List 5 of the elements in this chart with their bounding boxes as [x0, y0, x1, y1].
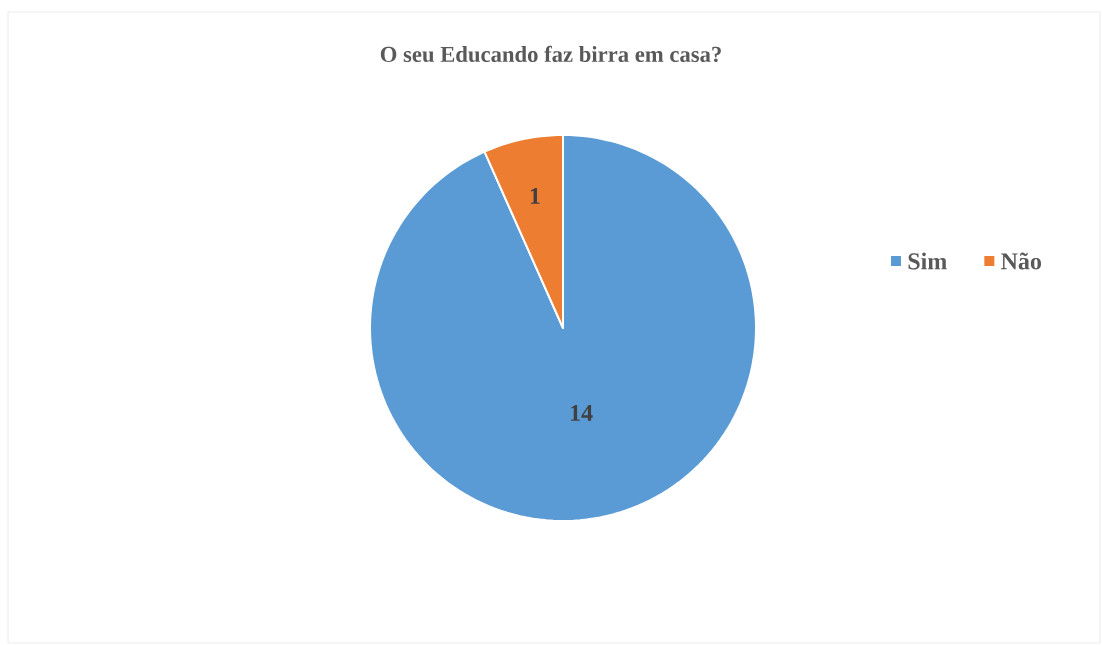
legend-label: Não [1001, 252, 1042, 270]
data-label: 14 [571, 405, 593, 421]
legend-label: Sim [908, 252, 947, 270]
chart-title: O seu Educando faz birra em casa? [380, 45, 721, 63]
data-label: 1 [530, 187, 540, 204]
